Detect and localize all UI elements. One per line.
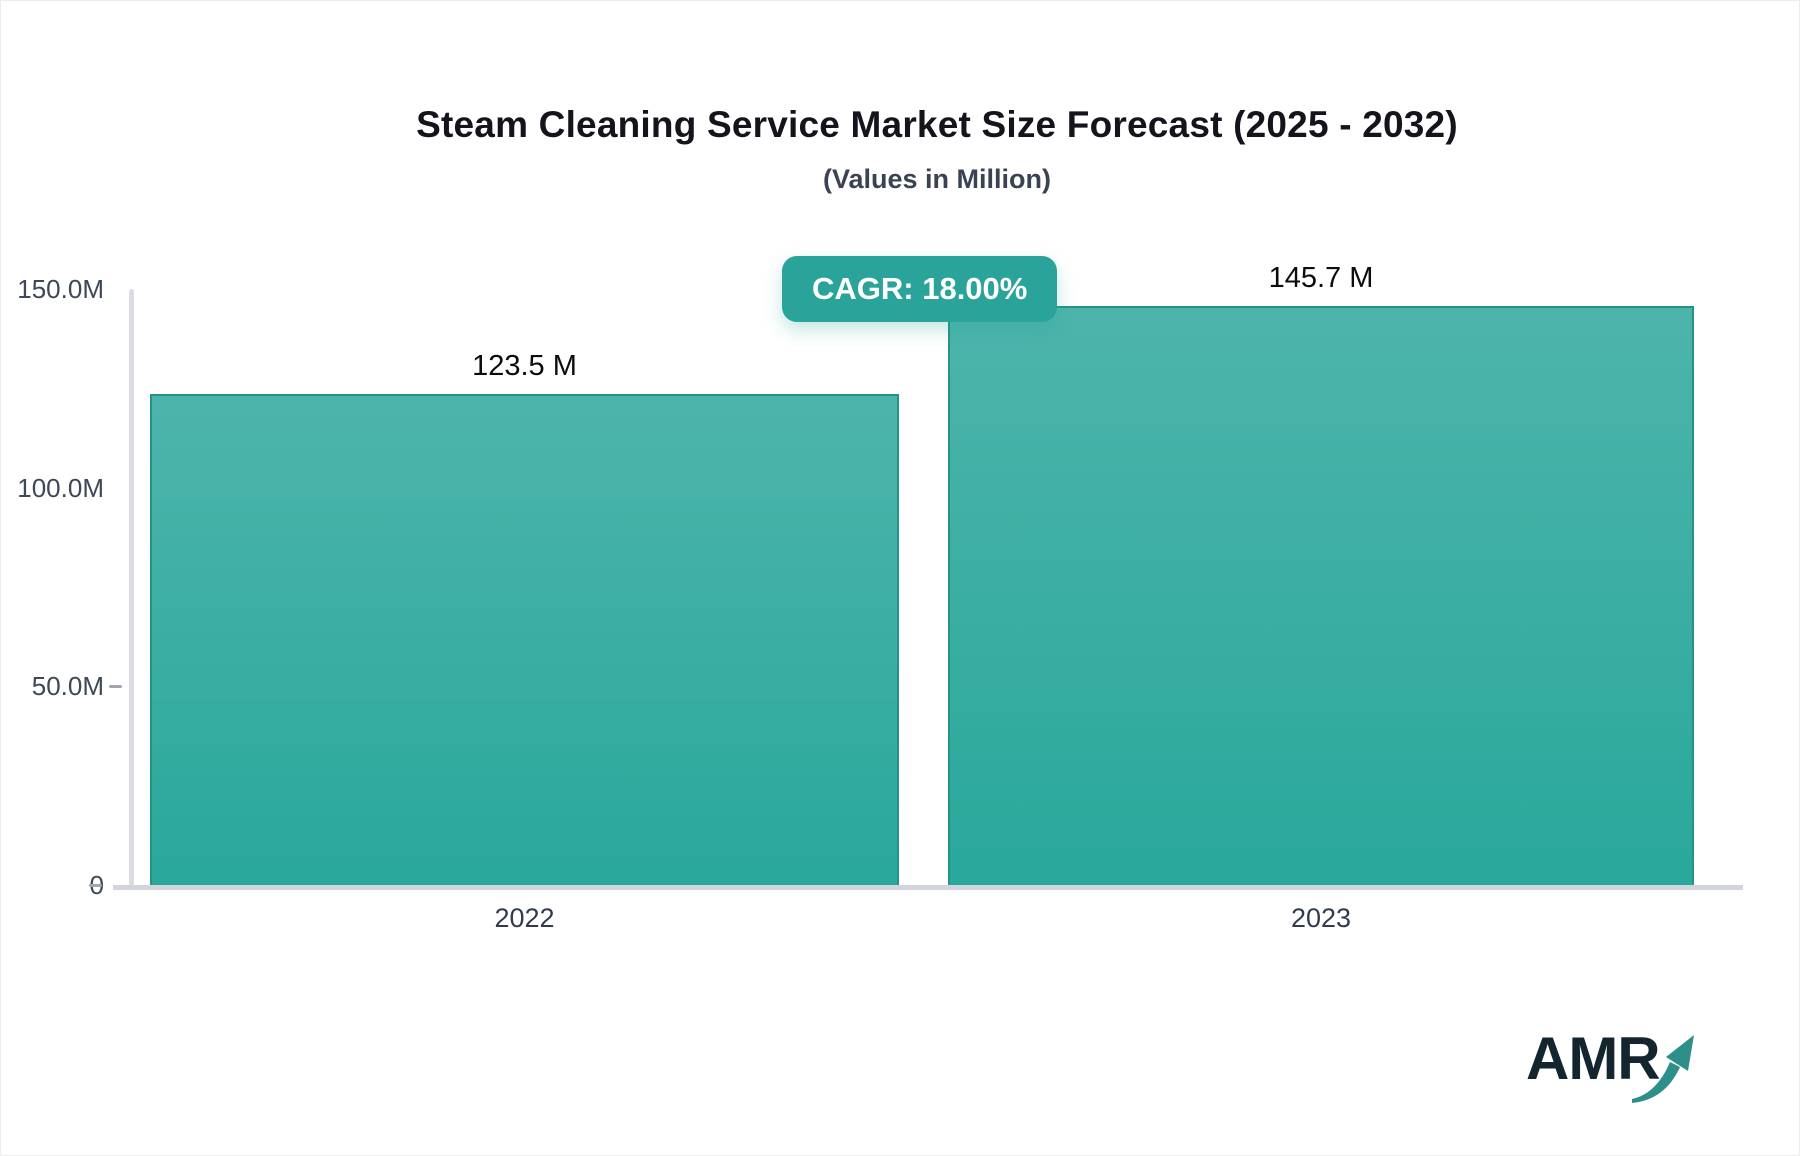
bar-2023[interactable] bbox=[948, 306, 1694, 885]
y-tick-mark bbox=[89, 883, 102, 887]
growth-arrow-icon bbox=[1632, 1035, 1694, 1103]
cagr-badge: CAGR: 18.00% bbox=[782, 256, 1058, 322]
amr-logo: AMR bbox=[1526, 1023, 1726, 1118]
x-axis-label-2023: 2023 bbox=[1290, 903, 1352, 933]
chart-header: Steam Cleaning Service Market Size Forec… bbox=[131, 104, 1743, 195]
y-tick-label: 150.0M bbox=[17, 274, 104, 304]
y-axis-line bbox=[129, 289, 134, 886]
x-axis-label-2022: 2022 bbox=[494, 903, 555, 933]
amr-logo-text: AMR bbox=[1526, 1025, 1661, 1092]
y-tick-mark bbox=[109, 684, 122, 688]
bar-value-label: 123.5 M bbox=[472, 350, 577, 383]
y-tick-label: 100.0M bbox=[17, 472, 104, 503]
x-axis-baseline bbox=[113, 885, 1743, 890]
bar-value-label: 145.7 M bbox=[1268, 262, 1374, 295]
chart-subtitle: (Values in Million) bbox=[822, 164, 1052, 194]
chart-title: Steam Cleaning Service Market Size Forec… bbox=[416, 104, 1458, 145]
y-tick-label: 50.0M bbox=[31, 671, 104, 702]
bar-2022[interactable] bbox=[150, 394, 899, 885]
